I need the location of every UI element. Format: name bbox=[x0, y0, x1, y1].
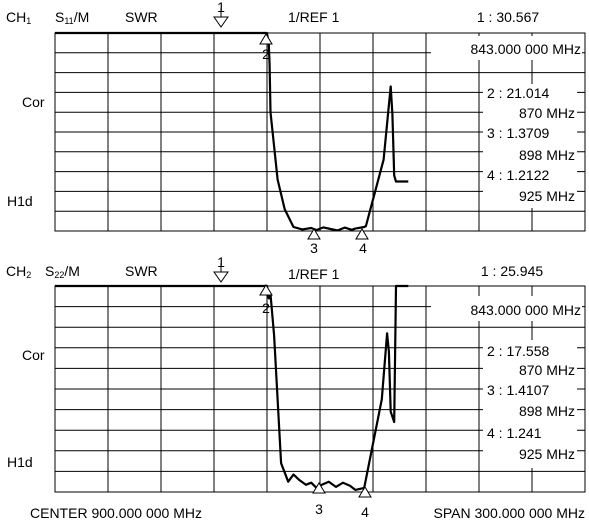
ch1-readout-list-box bbox=[483, 84, 577, 208]
ch2-measurement-trace bbox=[55, 284, 409, 491]
ch1-hold-indicator: H1d bbox=[7, 193, 33, 209]
ch1-parameter-label: S11/M bbox=[55, 9, 89, 26]
ch2-marker-3[interactable]: 3 bbox=[312, 482, 326, 517]
ch1-format-label: SWR bbox=[125, 9, 158, 25]
ch1-readout-marker-2: 2 : 21.014 bbox=[487, 85, 549, 101]
ch2-readout-marker-3: 3 : 1.4107 bbox=[487, 382, 549, 398]
ch2-scale-label: 1/REF 1 bbox=[288, 266, 340, 282]
ch1-marker-3[interactable]: 3 bbox=[307, 228, 321, 256]
ch1-readout-marker-4-freq: 925 MHz bbox=[519, 188, 575, 204]
ch2-marker-3-label: 3 bbox=[315, 501, 323, 517]
ch1-marker-2-label: 2 bbox=[262, 46, 270, 62]
ch1-correction-indicator: Cor bbox=[22, 94, 45, 110]
span-frequency-label: SPAN 300.000 000 MHz bbox=[434, 505, 586, 521]
ch1-active-frequency: 843.000 000 MHz bbox=[470, 41, 581, 57]
ch2-readout-list-box bbox=[483, 340, 577, 468]
ch2-channel-label: CH2 bbox=[6, 263, 31, 280]
ch2-active-marker-readout: 1 : 25.945 bbox=[481, 263, 543, 279]
ch2-marker-4-label: 4 bbox=[361, 504, 369, 520]
ch2-marker-1[interactable]: 1 bbox=[213, 254, 229, 283]
ch1-marker-readout-box: 843.000 000 MHz 2 : 21.014 870 MHz 3 : 1… bbox=[431, 36, 582, 208]
ch1-scale-label: 1/REF 1 bbox=[288, 9, 340, 25]
ch2-marker-4[interactable]: 4 bbox=[358, 486, 372, 520]
ch1-readout-marker-3-freq: 898 MHz bbox=[519, 147, 575, 163]
ch2-active-frequency-box bbox=[431, 296, 582, 321]
ch1-readout-marker-2-freq: 870 MHz bbox=[519, 105, 575, 121]
ch2-hold-indicator: H1d bbox=[7, 454, 33, 470]
ch2-marker-2-up-triangle-icon bbox=[259, 284, 273, 296]
ch1-marker-2[interactable]: 2 bbox=[259, 33, 273, 62]
channel-1-panel: CH1 S11/M SWR 1/REF 1 1 : 30.567 Cor H1d… bbox=[6, 0, 586, 256]
ch2-readout-marker-4: 4 : 1.241 bbox=[487, 425, 542, 441]
ch2-readout-marker-2-freq: 870 MHz bbox=[519, 362, 575, 378]
ch2-marker-2-label: 2 bbox=[262, 300, 270, 316]
ch1-active-frequency-box bbox=[431, 36, 582, 60]
ch2-readout-marker-2: 2 : 17.558 bbox=[487, 343, 549, 359]
ch2-parameter-label: S22/M bbox=[45, 263, 80, 280]
ch2-marker-3-up-triangle-icon bbox=[312, 482, 326, 494]
ch2-marker-2[interactable]: 2 bbox=[259, 284, 273, 316]
ch1-active-marker-readout: 1 : 30.567 bbox=[477, 9, 539, 25]
ch1-channel-label: CH1 bbox=[6, 9, 31, 26]
ch1-readout-marker-4: 4 : 1.2122 bbox=[487, 167, 549, 183]
ch2-marker-4-up-triangle-icon bbox=[358, 486, 372, 498]
ch2-format-label: SWR bbox=[125, 263, 158, 279]
ch1-marker-3-up-triangle-icon bbox=[307, 228, 321, 240]
ch2-correction-indicator: Cor bbox=[22, 347, 45, 363]
ch1-marker-3-label: 3 bbox=[310, 240, 318, 256]
ch2-readout-marker-4-freq: 925 MHz bbox=[519, 446, 575, 462]
ch1-marker-2-up-triangle-icon bbox=[259, 33, 273, 45]
ch2-active-frequency: 843.000 000 MHz bbox=[470, 302, 581, 318]
ch2-readout-marker-3-freq: 898 MHz bbox=[519, 403, 575, 419]
ch1-marker-1[interactable]: 1 bbox=[213, 0, 229, 28]
center-frequency-label: CENTER 900.000 000 MHz bbox=[30, 505, 202, 521]
ch1-marker-1-label: 1 bbox=[217, 0, 225, 15]
ch1-marker-4-up-triangle-icon bbox=[355, 228, 369, 240]
ch2-marker-readout-box: 843.000 000 MHz 2 : 17.558 870 MHz 3 : 1… bbox=[431, 296, 582, 468]
ch1-marker-4-label: 4 bbox=[359, 240, 367, 256]
channel-2-panel: CH2 S22/M SWR 1/REF 1 1 : 25.945 Cor H1d… bbox=[6, 254, 586, 520]
ch1-marker-4[interactable]: 4 bbox=[355, 228, 369, 256]
ch1-readout-marker-3: 3 : 1.3709 bbox=[487, 125, 549, 141]
ch2-marker-1-label: 1 bbox=[217, 254, 225, 270]
